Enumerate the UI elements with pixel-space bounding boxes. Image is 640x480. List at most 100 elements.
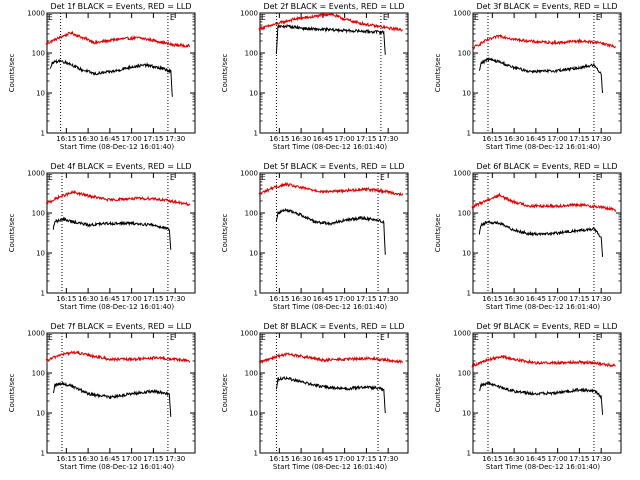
chart-title: Det 4f BLACK = Events, RED = LLD	[50, 162, 191, 171]
lld-rate-line	[471, 33, 617, 50]
event-marker-label: E	[48, 13, 53, 22]
lld-rate-line	[471, 354, 616, 368]
lld-rate-line	[471, 192, 617, 213]
x-tick-label: 16:30	[504, 295, 524, 303]
x-tick-label: 17:00	[335, 295, 355, 303]
x-tick-label: 16:30	[78, 455, 98, 463]
y-tick-label: 10	[462, 250, 471, 258]
events-rate-line	[52, 381, 172, 417]
event-marker-label: E	[596, 13, 601, 22]
detector-panel-3: Det 3f BLACK = Events, RED = LLD 1 10 100 10…	[426, 0, 639, 160]
detector-chart-8: Det 8f BLACK = Events, RED = LLD 1 10 100 10…	[221, 322, 409, 471]
plot-frame	[259, 332, 409, 454]
x-axis-label: Start Time (08-Dec-12 16:01:40)	[273, 143, 387, 151]
events-rate-line	[49, 58, 173, 97]
x-tick-label: 17:15	[143, 135, 163, 143]
x-tick-label: 16:15	[482, 135, 502, 143]
x-tick-label: 16:45	[526, 295, 546, 303]
detector-panel-4: Det 4f BLACK = Events, RED = LLD 1 10 100 10…	[0, 160, 213, 320]
x-tick-label: 17:15	[356, 455, 376, 463]
x-tick-label: 17:15	[569, 295, 589, 303]
x-tick-label: 17:00	[122, 295, 142, 303]
lld-rate-line	[258, 181, 404, 198]
chart-title: Det 6f BLACK = Events, RED = LLD	[476, 162, 617, 171]
y-tick-label: 1	[467, 450, 471, 458]
detector-panel-2: Det 2f BLACK = Events, RED = LLD 1 10 100 10…	[213, 0, 426, 160]
x-tick-label: 17:15	[569, 455, 589, 463]
detector-chart-6: Det 6f BLACK = Events, RED = LLD 1 10 100 10…	[434, 162, 622, 311]
detector-panel-7: Det 7f BLACK = Events, RED = LLD 1 10 100 10…	[0, 320, 213, 480]
event-marker-label: E	[170, 13, 175, 22]
y-axis-label: Counts/sec	[8, 214, 16, 253]
y-tick-label: 100	[458, 370, 471, 378]
detector-chart-7: Det 7f BLACK = Events, RED = LLD 1 10 100 10…	[8, 322, 196, 471]
y-axis-label: Counts/sec	[434, 54, 442, 93]
event-marker-label: E	[380, 173, 385, 182]
x-tick-label: 16:30	[291, 295, 311, 303]
x-tick-label: 17:15	[143, 295, 163, 303]
detector-chart-4: Det 4f BLACK = Events, RED = LLD 1 10 100 10…	[8, 162, 196, 311]
lld-rate-line	[45, 30, 191, 48]
x-tick-label: 16:30	[78, 295, 98, 303]
x-tick-label: 16:15	[482, 455, 502, 463]
events-rate-line	[275, 23, 386, 55]
lld-rate-line	[258, 12, 403, 32]
plot-frame	[46, 332, 196, 454]
x-tick-label: 17:00	[548, 135, 568, 143]
x-tick-label: 16:30	[78, 135, 98, 143]
x-tick-label: 17:30	[591, 135, 611, 143]
x-axis-label: Start Time (08-Dec-12 16:01:40)	[60, 463, 174, 471]
y-tick-label: 1	[41, 450, 45, 458]
y-tick-label: 1	[41, 130, 45, 138]
x-tick-label: 17:30	[591, 455, 611, 463]
y-tick-label: 10	[462, 410, 471, 418]
x-axis-label: Start Time (08-Dec-12 16:01:40)	[486, 463, 600, 471]
plot-frame	[472, 12, 622, 134]
y-tick-label: 10	[462, 90, 471, 98]
y-tick-label: 10	[249, 410, 258, 418]
x-axis-label: Start Time (08-Dec-12 16:01:40)	[486, 143, 600, 151]
y-tick-label: 1000	[453, 10, 471, 18]
y-tick-label: 10	[249, 250, 258, 258]
x-tick-label: 17:00	[335, 135, 355, 143]
detector-panel-1: Det 1f BLACK = Events, RED = LLD 1 10 100 10…	[0, 0, 213, 160]
plot-frame	[259, 172, 409, 294]
chart-title: Det 8f BLACK = Events, RED = LLD	[263, 322, 404, 331]
detector-panel-5: Det 5f BLACK = Events, RED = LLD 1 10 100 10…	[213, 160, 426, 320]
y-tick-label: 1	[254, 290, 258, 298]
x-axis-label: Start Time (08-Dec-12 16:01:40)	[486, 303, 600, 311]
x-tick-label: 16:45	[313, 295, 333, 303]
y-tick-label: 100	[32, 50, 45, 58]
x-axis-label: Start Time (08-Dec-12 16:01:40)	[273, 303, 387, 311]
y-axis-label: Counts/sec	[434, 214, 442, 253]
chart-title: Det 7f BLACK = Events, RED = LLD	[50, 322, 191, 331]
y-tick-label: 100	[32, 370, 45, 378]
detector-panel-8: Det 8f BLACK = Events, RED = LLD 1 10 100 10…	[213, 320, 426, 480]
event-marker-label: E	[474, 173, 479, 182]
y-tick-label: 10	[36, 250, 45, 258]
event-marker-label: E	[474, 13, 479, 22]
x-tick-label: 16:45	[526, 135, 546, 143]
x-tick-label: 16:15	[482, 295, 502, 303]
chart-title: Det 5f BLACK = Events, RED = LLD	[263, 162, 404, 171]
y-tick-label: 1	[254, 130, 258, 138]
y-tick-label: 1	[41, 290, 45, 298]
y-axis-label: Counts/sec	[434, 374, 442, 413]
event-marker-label: E	[474, 333, 479, 342]
x-axis-label: Start Time (08-Dec-12 16:01:40)	[60, 143, 174, 151]
event-marker-label: E	[596, 333, 601, 342]
event-marker-label: E	[48, 173, 53, 182]
x-tick-label: 16:15	[56, 455, 76, 463]
y-tick-label: 1000	[27, 10, 45, 18]
y-tick-label: 1	[467, 290, 471, 298]
x-tick-label: 17:00	[122, 455, 142, 463]
x-tick-label: 16:15	[269, 455, 289, 463]
x-tick-label: 17:30	[378, 135, 398, 143]
event-marker-label: E	[170, 173, 175, 182]
x-tick-label: 16:30	[291, 135, 311, 143]
y-tick-label: 1000	[27, 330, 45, 338]
events-rate-line	[478, 220, 604, 257]
y-tick-label: 1000	[27, 170, 45, 178]
y-tick-label: 100	[245, 50, 258, 58]
